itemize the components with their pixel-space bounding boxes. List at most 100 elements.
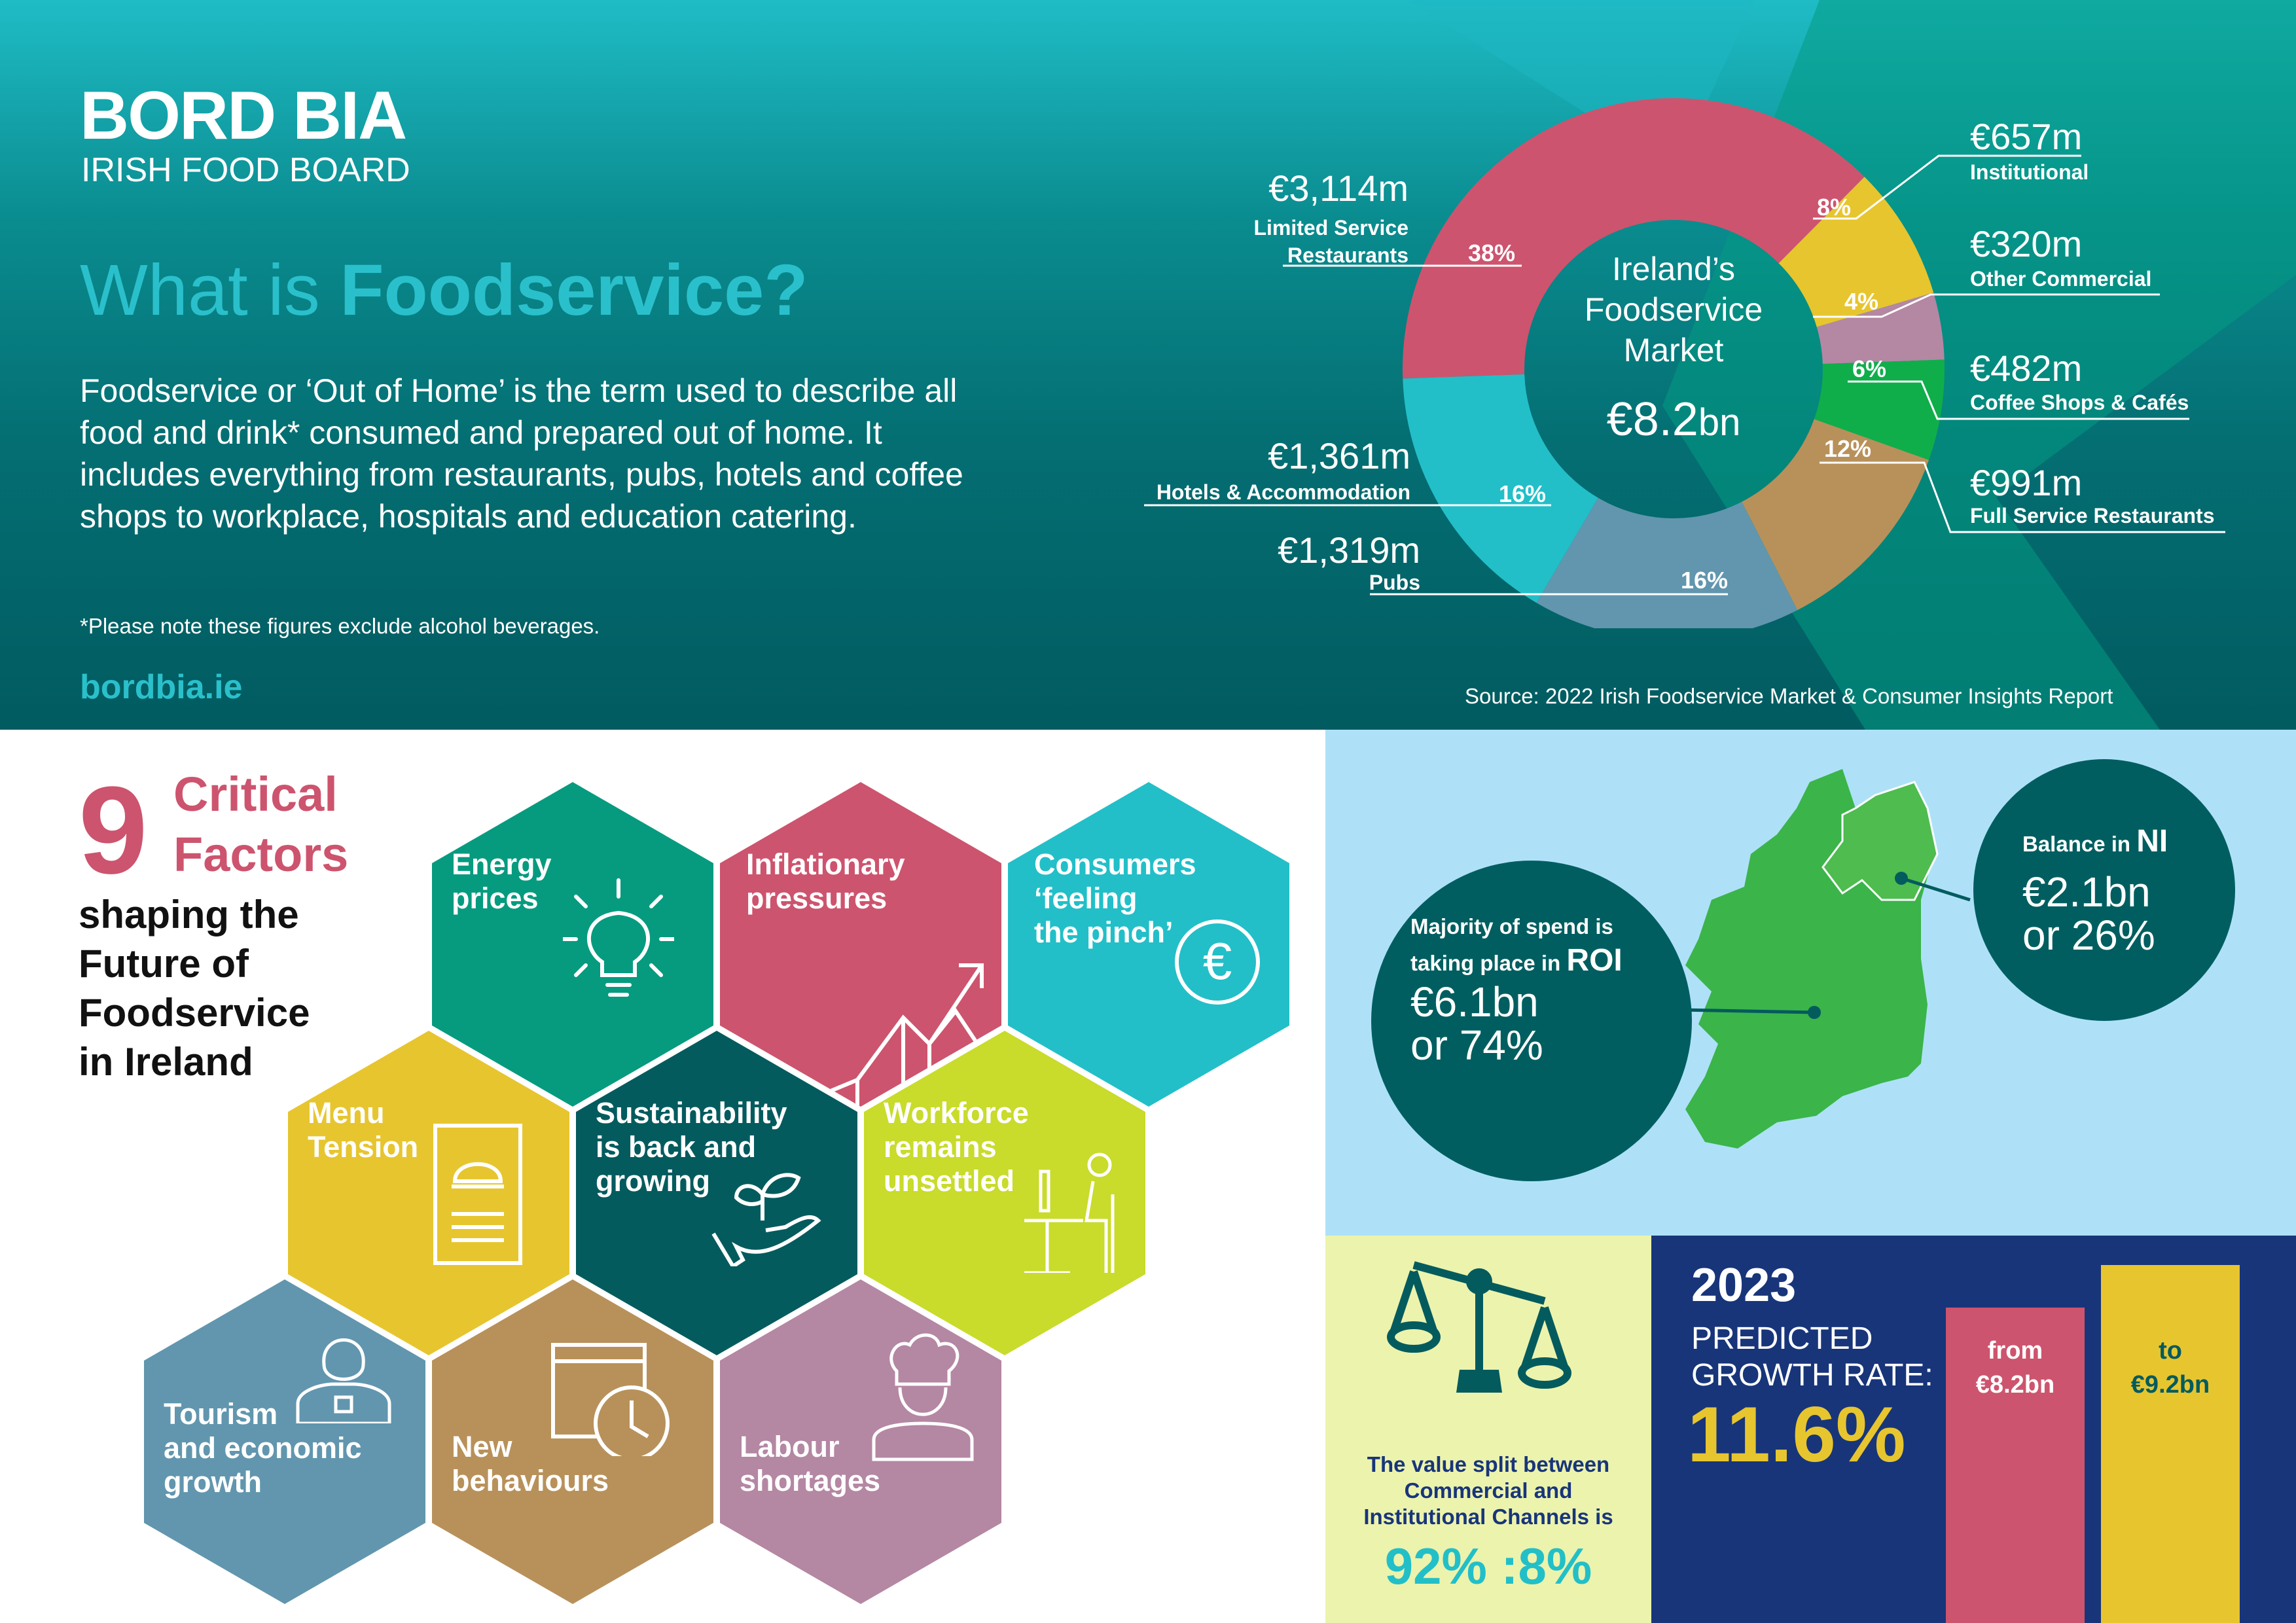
center-value: €8.2 (1606, 393, 1698, 446)
label-name-institutional: Institutional (1970, 160, 2089, 184)
factor-count: 9 (79, 761, 148, 900)
label-value-coffee-shops: €482m (1970, 348, 2083, 389)
donut-center-label: Ireland’s Foodservice Market (1543, 249, 1804, 370)
label-name-limited-service: Limited Service Restaurants (1178, 214, 1408, 269)
header-banner: BORD BIA IRISH FOOD BOARD What is Foodse… (0, 0, 2296, 730)
factors-heading: Critical Factors (173, 764, 348, 885)
page-title: What is Foodservice? (80, 249, 808, 332)
split-caption: The value split between Commercial and I… (1325, 1452, 1651, 1530)
roi-bubble (1371, 861, 1692, 1181)
pct-hotels: 16% (1499, 480, 1547, 507)
label-value-hotels: €1,361m (1268, 435, 1410, 476)
title-light: What is (80, 250, 340, 330)
factor-label: Sustainability is back and growing (596, 1096, 787, 1198)
leader-lines (1144, 154, 2225, 596)
label-value-other-commercial: €320m (1970, 223, 2083, 264)
center-line-2: Foodservice (1584, 291, 1763, 328)
website-link[interactable]: bordbia.ie (80, 668, 243, 706)
donut-chart (1403, 98, 1945, 628)
ni-caption: Balance in NI (2022, 824, 2168, 859)
donut-segment (1403, 98, 1865, 379)
sub-line-2: Future of (79, 942, 249, 986)
split-value: 92% :8% (1384, 1537, 1592, 1595)
pct-other-commercial: 4% (1844, 288, 1879, 315)
label-name-other-commercial: Other Commercial (1970, 267, 2152, 291)
label-value-institutional: €657m (1970, 116, 2083, 157)
split-line-3: Institutional Channels is (1363, 1505, 1613, 1529)
from-bar: from €8.2bn (1946, 1308, 2085, 1623)
growth-panel: 2023 PREDICTED GROWTH RATE: 11.6% from €… (1651, 1236, 2296, 1623)
factor-label: Inflationary pressures (746, 847, 905, 915)
pct-pubs: 16% (1681, 567, 1729, 594)
roi-percent: or 74% (1410, 1022, 1543, 1069)
svg-text:€: € (1203, 932, 1232, 990)
sub-line-1: shaping the (79, 893, 299, 936)
roi-caption: Majority of spend is taking place in ROI (1410, 910, 1623, 980)
ireland-map-panel: Majority of spend is taking place in ROI… (1325, 730, 2296, 1236)
factors-subheading: shaping the Future of Foodservice in Ire… (79, 890, 310, 1086)
euro-coin-icon: € (1175, 919, 1260, 1005)
roi-figure: €6.1bn or 74% (1410, 980, 1543, 1067)
label-name-full-service: Full Service Restaurants (1970, 504, 2215, 527)
logo: BORD BIA (80, 78, 407, 154)
factor-label: Workforce remains unsettled (884, 1096, 1029, 1198)
calendar-clock-icon (551, 1343, 670, 1456)
pct-coffee-shops: 6% (1852, 355, 1887, 382)
pct-limited-service: 38% (1468, 240, 1516, 266)
ireland-map-icon (1685, 769, 1939, 1149)
desk-worker-icon (1024, 1152, 1115, 1273)
label-name-hotels: Hotels & Accommodation (1156, 480, 1410, 504)
donut-segment (1536, 497, 1798, 628)
chef-icon (872, 1333, 974, 1461)
split-line-2: Commercial and (1404, 1478, 1573, 1503)
heading-line-2: Factors (173, 827, 349, 882)
ni-bubble (1973, 759, 2235, 1021)
logo-subtitle: IRISH FOOD BOARD (81, 151, 410, 189)
factor-label: Labour shortages (740, 1430, 881, 1497)
ni-percent: or 26% (2022, 912, 2155, 959)
to-value: €9.2bn (2130, 1371, 2210, 1399)
to-label: to (2159, 1337, 2182, 1364)
footnote: *Please note these figures exclude alcoh… (80, 614, 600, 638)
label-value-pubs: €1,319m (1278, 529, 1420, 571)
donut-segment (1816, 293, 1945, 365)
pct-institutional: 8% (1817, 194, 1852, 221)
donut-segment (1778, 177, 1934, 327)
label-value-full-service: €991m (1970, 462, 2083, 503)
growth-label: PREDICTED GROWTH RATE: (1691, 1321, 1933, 1394)
roi-value: €6.1bn (1410, 978, 1539, 1026)
tourist-icon (296, 1338, 391, 1423)
factor-label: Energy prices (452, 847, 552, 915)
menu-cloche-icon (433, 1124, 522, 1265)
pct-full-service: 12% (1824, 435, 1872, 462)
donut-center-value: €8.2bn (1543, 393, 1804, 446)
ni-figure: €2.1bn or 26% (2022, 870, 2155, 957)
from-label: from (1987, 1337, 2043, 1364)
lightbulb-icon (563, 878, 674, 997)
factor-label: Tourism and economic growth (164, 1397, 362, 1499)
growth-year: 2023 (1691, 1259, 1797, 1311)
donut-segment (1742, 419, 1929, 611)
factor-label: New behaviours (452, 1430, 609, 1497)
sub-line-3: Foodservice (79, 991, 310, 1035)
split-line-1: The value split between (1367, 1452, 1610, 1476)
map-connector-lines (1678, 872, 1971, 1019)
growth-rate: 11.6% (1687, 1391, 1906, 1478)
growth-label-line-1: PREDICTED (1691, 1321, 1873, 1356)
center-unit: bn (1698, 401, 1741, 444)
roi-line-2: taking place in ROI (1410, 943, 1623, 978)
to-bar: to €9.2bn (2101, 1265, 2240, 1623)
hand-plant-icon (711, 1173, 821, 1266)
growth-label-line-2: GROWTH RATE: (1691, 1358, 1933, 1393)
heading-line-1: Critical (173, 767, 338, 821)
center-line-1: Ireland’s (1611, 251, 1736, 287)
scales-icon (1387, 1261, 1571, 1393)
center-line-3: Market (1623, 332, 1724, 368)
label-name-pubs: Pubs (1369, 571, 1420, 594)
source-note: Source: 2022 Irish Foodservice Market & … (1465, 684, 2113, 708)
intro-text: Foodservice or ‘Out of Home’ is the term… (80, 372, 963, 535)
title-bold: Foodservice? (340, 250, 808, 330)
value-split-panel: The value split between Commercial and I… (1325, 1236, 1651, 1623)
donut-segment (1814, 359, 1945, 460)
name-line-1: Limited Service (1253, 216, 1408, 240)
